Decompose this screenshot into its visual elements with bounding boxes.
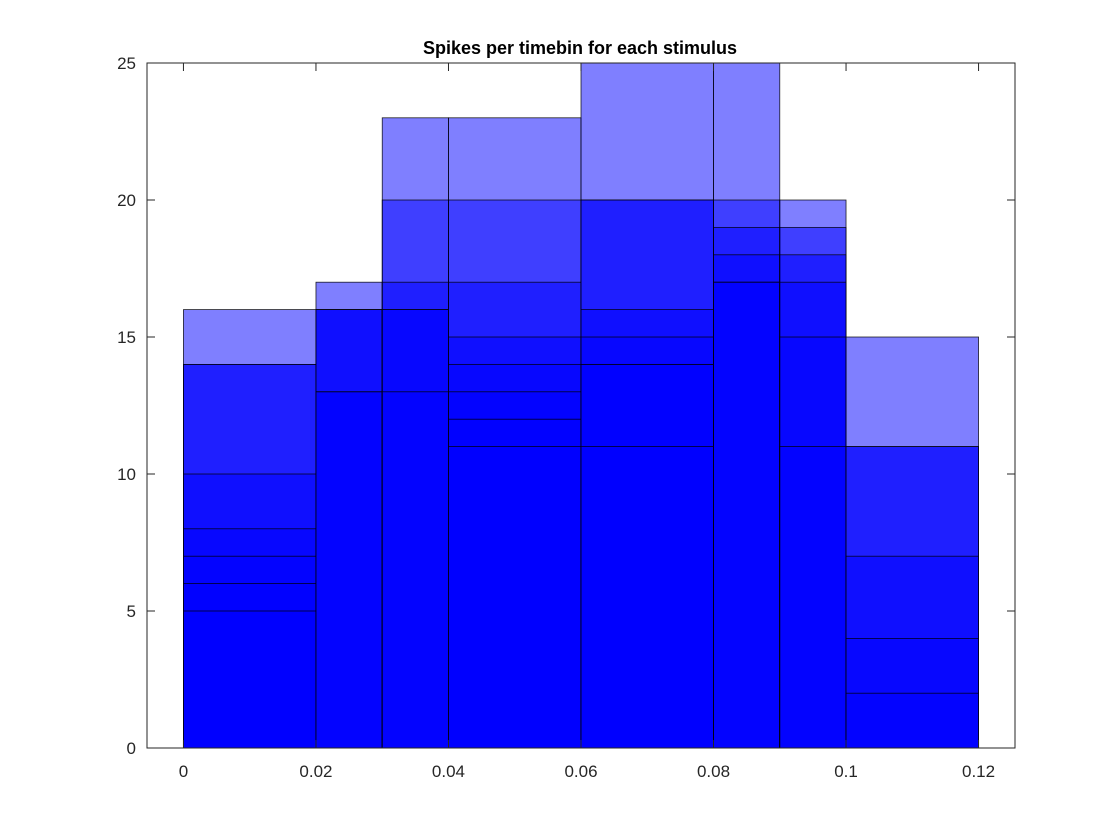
- x-tick-label: 0.04: [432, 762, 465, 781]
- y-tick-label: 10: [117, 465, 136, 484]
- histogram-bar: [448, 446, 582, 749]
- x-tick-label: 0.08: [697, 762, 730, 781]
- histogram-bar: [315, 391, 383, 749]
- histogram-bar: [713, 281, 781, 749]
- histogram-bar: [580, 446, 714, 749]
- x-axis: 0 0.02 0.04 0.06 0.08 0.1 0.12: [179, 63, 995, 781]
- x-tick-label: 0.12: [962, 762, 995, 781]
- chart-title: Spikes per timebin for each stimulus: [423, 38, 737, 58]
- histogram-bar: [381, 391, 449, 749]
- y-tick-label: 15: [117, 328, 136, 347]
- bars-layer: [183, 62, 979, 749]
- histogram-bar: [779, 446, 847, 749]
- y-tick-label: 0: [127, 739, 136, 758]
- y-axis: 0 5 10 15 20 25: [117, 54, 1015, 758]
- histogram-bar: [845, 692, 979, 749]
- y-tick-label: 25: [117, 54, 136, 73]
- x-tick-label: 0.1: [834, 762, 858, 781]
- y-tick-label: 20: [117, 191, 136, 210]
- histogram-bar: [183, 610, 317, 749]
- x-tick-label: 0: [179, 762, 188, 781]
- x-tick-label: 0.02: [299, 762, 332, 781]
- y-tick-label: 5: [127, 602, 136, 621]
- x-tick-label: 0.06: [564, 762, 597, 781]
